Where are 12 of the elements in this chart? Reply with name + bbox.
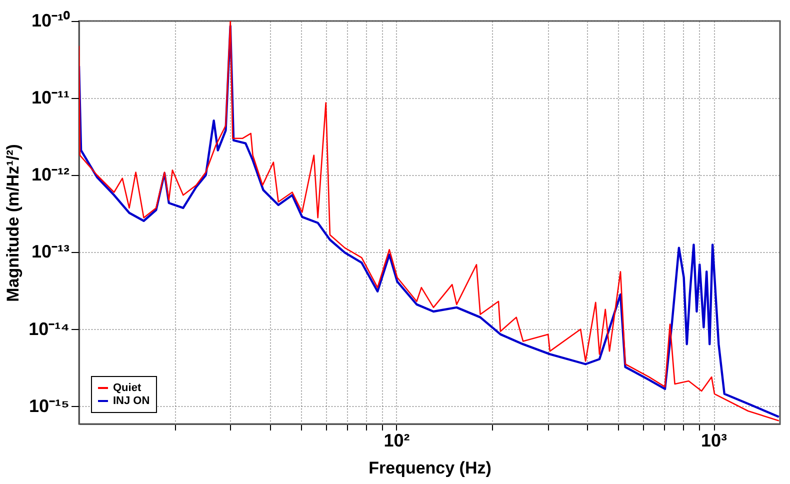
y-tick-label: 10⁻¹⁴ [28,318,70,339]
y-tick-label: 10⁻¹⁵ [29,396,70,416]
x-tick-label: 10³ [701,430,728,450]
y-axis-title: Magnitude (m/Hz¹/²) [4,144,23,302]
legend-label: Quiet [113,382,142,394]
x-tick-label: 10² [384,430,410,450]
x-axis-title: Frequency (Hz) [368,458,492,478]
y-tick-label: 10⁻¹⁰ [31,10,70,30]
y-tick-label: 10⁻¹³ [31,242,70,262]
y-tick-label: 10⁻¹² [31,164,70,185]
legend-label: INJ ON [113,395,150,407]
y-tick-label: 10⁻¹¹ [31,88,70,108]
